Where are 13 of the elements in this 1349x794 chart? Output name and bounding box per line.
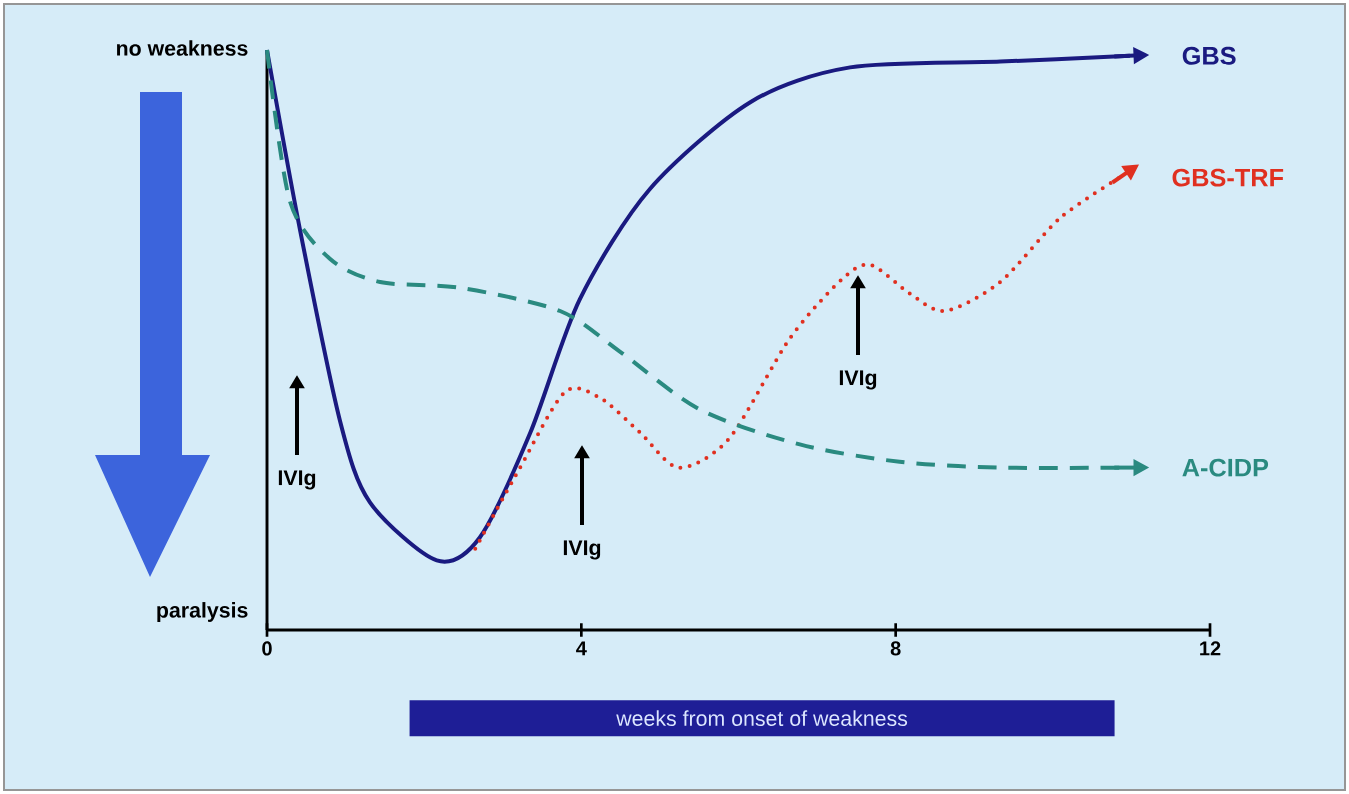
annotation: IVIg — [839, 370, 877, 390]
x-tick-label: 12 — [1200, 641, 1221, 656]
legend-label: GBS — [1182, 46, 1236, 65]
x-tick-label: 0 — [262, 641, 272, 656]
annotation: IVIg — [278, 470, 316, 490]
legend-label: A-CIDP — [1182, 458, 1269, 477]
text: paralysis — [157, 602, 248, 622]
x-axis-title: weeks from onset of weakness — [616, 710, 908, 726]
text: no weakness — [117, 40, 248, 56]
legend-label: GBS-TRF — [1172, 168, 1284, 187]
x-tick-label: 8 — [890, 641, 901, 656]
x-tick-label: 4 — [576, 641, 587, 656]
annotation: IVIg — [563, 540, 601, 560]
